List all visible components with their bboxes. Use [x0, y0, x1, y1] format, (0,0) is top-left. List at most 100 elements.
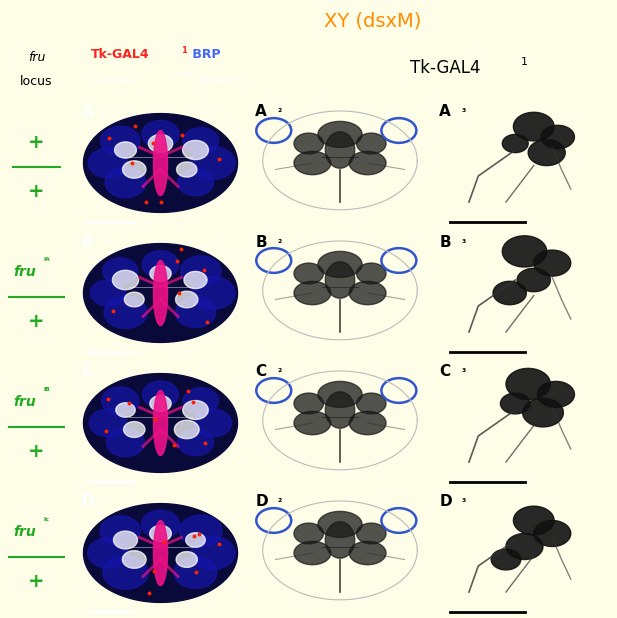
Text: B: B — [81, 234, 93, 250]
Polygon shape — [101, 126, 140, 156]
Polygon shape — [102, 258, 138, 284]
Text: ₂: ₂ — [278, 104, 282, 114]
Polygon shape — [506, 368, 550, 400]
Text: A: A — [255, 104, 267, 119]
Polygon shape — [294, 263, 323, 284]
Polygon shape — [318, 252, 362, 277]
Polygon shape — [294, 412, 331, 434]
Text: D: D — [439, 494, 452, 509]
Polygon shape — [83, 504, 238, 603]
Text: D: D — [255, 494, 268, 509]
Polygon shape — [143, 381, 178, 408]
Polygon shape — [357, 263, 386, 284]
Text: +: + — [28, 182, 45, 201]
Text: Tk-GAL4: Tk-GAL4 — [410, 59, 481, 77]
Polygon shape — [517, 268, 550, 292]
Polygon shape — [294, 523, 323, 544]
Text: ₃: ₃ — [462, 234, 466, 245]
Polygon shape — [502, 134, 528, 153]
Polygon shape — [183, 127, 218, 154]
Polygon shape — [107, 428, 144, 457]
Polygon shape — [537, 381, 574, 407]
Text: FruM: FruM — [178, 70, 197, 80]
Polygon shape — [176, 552, 197, 567]
Text: Tk-GAL4: Tk-GAL4 — [91, 48, 149, 61]
Polygon shape — [194, 409, 231, 437]
Text: ₁: ₁ — [104, 494, 109, 504]
Text: fru: fru — [28, 51, 45, 64]
Polygon shape — [325, 132, 355, 168]
Text: A: A — [439, 104, 451, 119]
Polygon shape — [88, 148, 128, 178]
Polygon shape — [191, 536, 235, 569]
Polygon shape — [491, 549, 521, 570]
Polygon shape — [493, 281, 526, 305]
Text: XY (dsxM): XY (dsxM) — [323, 11, 421, 30]
Polygon shape — [523, 398, 563, 427]
Polygon shape — [154, 130, 167, 195]
Polygon shape — [105, 167, 146, 198]
Text: +: + — [28, 442, 45, 461]
Text: Tk-GAL4: Tk-GAL4 — [91, 75, 138, 85]
Polygon shape — [294, 541, 331, 565]
Polygon shape — [500, 393, 530, 414]
Polygon shape — [186, 533, 205, 548]
Polygon shape — [112, 270, 139, 290]
Polygon shape — [100, 516, 141, 546]
Polygon shape — [83, 114, 238, 213]
Polygon shape — [102, 387, 139, 415]
Polygon shape — [123, 421, 145, 438]
Polygon shape — [83, 374, 238, 472]
Polygon shape — [123, 161, 146, 178]
Polygon shape — [502, 236, 547, 267]
Text: ₃: ₃ — [462, 365, 466, 375]
Polygon shape — [349, 151, 386, 175]
Polygon shape — [178, 430, 213, 455]
Polygon shape — [534, 250, 571, 276]
Polygon shape — [506, 533, 543, 559]
Polygon shape — [318, 512, 362, 538]
Polygon shape — [349, 281, 386, 305]
Text: +: + — [28, 133, 45, 151]
Text: C: C — [255, 365, 267, 379]
Polygon shape — [184, 271, 207, 289]
Text: BRP: BRP — [189, 48, 221, 61]
Text: ₂: ₂ — [278, 234, 282, 245]
Polygon shape — [175, 297, 216, 328]
Polygon shape — [178, 169, 213, 196]
Polygon shape — [534, 520, 571, 546]
Polygon shape — [150, 396, 171, 412]
Text: C: C — [439, 365, 450, 379]
Text: ₁: ₁ — [104, 365, 109, 375]
Polygon shape — [89, 409, 126, 437]
Polygon shape — [183, 140, 209, 159]
Polygon shape — [191, 146, 235, 179]
Text: fru: fru — [13, 265, 36, 279]
Polygon shape — [103, 556, 148, 589]
Text: C: C — [81, 365, 93, 379]
Polygon shape — [148, 135, 173, 153]
Polygon shape — [122, 551, 146, 569]
Text: ᴵᴮ: ᴵᴮ — [44, 387, 51, 397]
Text: B: B — [255, 234, 267, 250]
Text: ₁: ₁ — [104, 234, 109, 245]
Polygon shape — [541, 125, 574, 149]
Text: ₃: ₃ — [462, 104, 466, 114]
Polygon shape — [191, 277, 235, 310]
Text: fru: fru — [13, 395, 36, 409]
Text: D: D — [81, 494, 94, 509]
Polygon shape — [294, 133, 323, 154]
Polygon shape — [142, 251, 179, 278]
Polygon shape — [150, 525, 172, 541]
Text: ᴵᴬ: ᴵᴬ — [44, 257, 51, 267]
Polygon shape — [349, 541, 386, 565]
Polygon shape — [357, 393, 386, 414]
Polygon shape — [125, 292, 144, 307]
Polygon shape — [349, 412, 386, 434]
Polygon shape — [357, 523, 386, 544]
Text: ₂: ₂ — [278, 494, 282, 504]
Polygon shape — [513, 112, 554, 141]
Polygon shape — [513, 506, 554, 535]
Polygon shape — [294, 281, 331, 305]
Polygon shape — [91, 280, 125, 306]
